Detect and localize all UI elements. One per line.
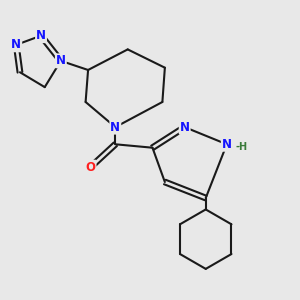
Text: N: N — [110, 121, 120, 134]
Text: N: N — [56, 54, 66, 67]
Text: N: N — [222, 138, 232, 151]
Text: -H: -H — [236, 142, 248, 152]
Text: O: O — [85, 160, 96, 174]
Text: N: N — [36, 29, 46, 42]
Text: N: N — [11, 38, 21, 51]
Text: N: N — [180, 121, 190, 134]
